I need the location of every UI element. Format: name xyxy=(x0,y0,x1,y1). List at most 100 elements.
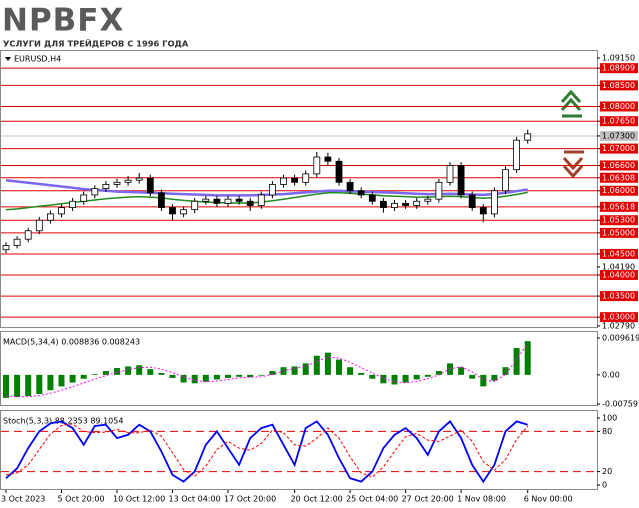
macd-bar xyxy=(502,367,509,375)
candle-body xyxy=(280,177,287,185)
y-tick-label: 0.00 xyxy=(602,370,620,379)
macd-bar xyxy=(480,374,487,387)
macd-bar xyxy=(36,374,43,395)
level-box xyxy=(600,80,638,91)
macd-bar xyxy=(180,374,187,383)
macd-bar xyxy=(435,371,442,375)
macd-bar xyxy=(336,359,342,375)
signal-line xyxy=(5,343,529,398)
y-tick-label: 1.05300 xyxy=(602,216,635,225)
x-tick-label: 10 Oct 12:00 xyxy=(113,495,165,504)
y-tick-label: 1.03000 xyxy=(602,313,635,322)
y-tick-label: 1.05000 xyxy=(602,228,635,237)
candle-body xyxy=(313,156,321,175)
candle-body xyxy=(69,200,76,208)
candle-body xyxy=(124,179,132,183)
level-box xyxy=(600,201,638,212)
x-tick-label: 6 Nov 00:00 xyxy=(524,495,573,504)
macd-bar xyxy=(313,355,320,375)
y-tick-label: 1.06600 xyxy=(602,161,635,170)
candle-body xyxy=(435,181,443,200)
candle-body xyxy=(169,207,176,215)
level-box xyxy=(600,143,638,154)
macd-bar xyxy=(369,374,376,379)
stoch-title: Stoch(5,3,3) 88.2353 89.1054 xyxy=(3,417,123,426)
level-box xyxy=(600,116,638,127)
y-tick-label: 1.04500 xyxy=(602,249,635,258)
candle-body xyxy=(302,173,310,183)
candle-body xyxy=(413,200,421,206)
candle-body xyxy=(102,184,110,190)
level-box xyxy=(600,248,638,259)
macd-bar xyxy=(169,374,176,378)
y-tick-label: 0 xyxy=(602,481,607,490)
y-tick-label: -0.007597 xyxy=(602,400,639,409)
candle-body xyxy=(424,198,432,202)
candle-body xyxy=(35,219,43,232)
macd-bar xyxy=(458,367,465,375)
macd-bar xyxy=(225,374,231,378)
macd-bar xyxy=(524,341,531,375)
stoch-panel xyxy=(0,410,598,490)
x-tick-label: 17 Oct 20:00 xyxy=(224,495,276,504)
up-arrow xyxy=(560,89,582,118)
x-tick-label: 3 Oct 2023 xyxy=(1,495,45,504)
y-tick-label: 1.07650 xyxy=(602,117,635,126)
candle-body xyxy=(135,177,143,181)
x-tick-label: 5 Oct 20:00 xyxy=(58,495,105,504)
macd-bar xyxy=(380,374,387,384)
macd-bar xyxy=(158,372,165,375)
y-tick-label: 1.02790 xyxy=(602,322,635,331)
candle-body xyxy=(191,200,199,211)
y-tick-label: 100 xyxy=(602,414,617,423)
level-box xyxy=(600,312,638,323)
macd-bar xyxy=(258,374,265,376)
x-tick-label: 25 Oct 04:00 xyxy=(346,495,398,504)
y-tick-label: 1.06000 xyxy=(602,186,635,195)
logo: NPBFX xyxy=(2,3,124,39)
y-tick-label: 1.04000 xyxy=(602,271,635,280)
y-tick-label: 0.009619 xyxy=(602,334,639,343)
symbol-marker xyxy=(5,57,11,61)
level-box xyxy=(600,215,638,226)
candle-body xyxy=(490,190,498,215)
candle-body xyxy=(391,202,398,208)
macd-bar xyxy=(47,374,54,391)
last-price-box xyxy=(600,130,638,141)
macd-bar xyxy=(191,374,198,384)
down-arrow xyxy=(562,150,584,179)
macd-bar xyxy=(114,367,120,375)
candle-body xyxy=(157,192,165,208)
candle-body xyxy=(524,133,532,141)
macd-bar xyxy=(102,371,109,375)
candle-body xyxy=(113,181,121,185)
candle-body xyxy=(91,188,99,196)
macd-bar xyxy=(469,374,476,379)
x-tick-label: 20 Oct 12:00 xyxy=(291,495,343,504)
candle-body xyxy=(146,177,154,194)
candle-body xyxy=(379,200,387,208)
y-tick-label: 1.03500 xyxy=(602,292,635,301)
macd-bar xyxy=(236,374,243,377)
symbol-title: EURUSD,H4 xyxy=(14,55,61,64)
level-box xyxy=(600,160,638,171)
macd-panel xyxy=(0,331,598,406)
candle-body xyxy=(513,139,520,171)
macd-bar xyxy=(424,374,431,377)
macd-bar xyxy=(413,374,420,380)
candle-body xyxy=(246,200,254,206)
y-tick-label: 20 xyxy=(602,467,612,476)
x-tick-label: 13 Oct 04:00 xyxy=(169,495,221,504)
level-box xyxy=(600,270,638,281)
y-tick-label: 1.09150 xyxy=(602,54,635,63)
candle-body xyxy=(346,181,354,192)
y-tick-label: 1.08909 xyxy=(602,64,635,73)
macd-bar xyxy=(402,374,409,383)
macd-bar xyxy=(391,374,398,385)
candle-body xyxy=(224,198,232,204)
macd-bar xyxy=(69,374,76,383)
candle-body xyxy=(2,245,10,251)
y-tick-label: 1.08500 xyxy=(602,81,635,90)
candle-body xyxy=(479,207,487,215)
